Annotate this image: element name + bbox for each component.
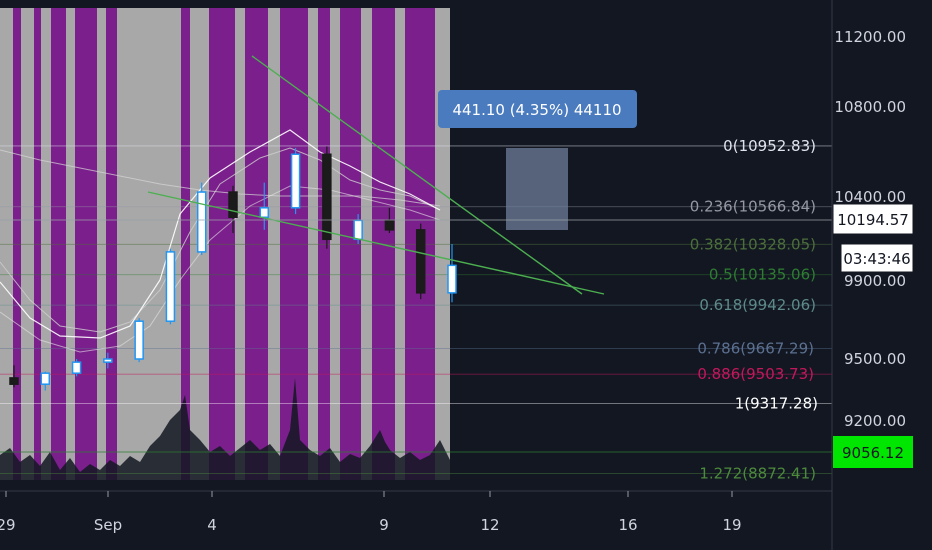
candle-body-2 (71, 361, 82, 374)
candle-body-13 (415, 229, 426, 294)
candle-body-14 (447, 264, 457, 294)
x-tick-5: 16 (618, 516, 637, 534)
candle-body-5 (165, 251, 176, 322)
ma-line-lower (0, 185, 441, 353)
candle-body-0 (9, 377, 19, 385)
y-tick-0: 11200.00 (834, 28, 906, 46)
fib-lines: 0(10952.83) 0.236(10566.84) 0.382(10328.05… (0, 137, 832, 483)
support-price-tag-bg (833, 436, 913, 468)
candle-body-11 (353, 219, 363, 241)
candle-body-7 (228, 191, 238, 219)
fib-label-2: 0.382(10328.05) (690, 235, 816, 253)
candle-body-6 (196, 191, 207, 253)
fib-label-3: 0.5(10135.06) (709, 266, 816, 284)
y-tick-3: 9900.00 (844, 272, 906, 290)
x-tick-1: Sep (94, 516, 122, 534)
fib-label-6: 0.886(9503.73) (697, 365, 814, 383)
price-axis[interactable]: 11200.00 10800.00 10400.00 9900.00 9500.00 92… (834, 28, 906, 430)
fib-label-5: 0.786(9667.29) (697, 339, 814, 357)
y-tick-4: 9500.00 (844, 350, 906, 368)
x-tick-6: 19 (722, 516, 741, 534)
measure-label[interactable]: 441.10 (4.35%) 44110 (438, 90, 637, 128)
lower-trendline[interactable] (147, 191, 605, 295)
candle-body-9 (290, 153, 301, 209)
countdown-tag-bg (840, 243, 914, 273)
x-tick-3: 9 (379, 516, 389, 534)
ma-line-mid (0, 147, 441, 333)
trendlines (147, 55, 605, 295)
x-tick-0: 29 (0, 516, 16, 534)
current-price-tag: 10194.57 (832, 203, 914, 235)
candle-body-1 (40, 372, 51, 385)
y-tick-2: 10400.00 (834, 188, 906, 206)
upper-trendline[interactable] (251, 55, 583, 295)
ma-line-fast (0, 129, 441, 339)
current-price-tag-text: 10194.57 (837, 211, 909, 229)
countdown-tag-text: 03:43:46 (843, 250, 910, 268)
measure-box[interactable] (506, 148, 568, 230)
fib-label-7: 1(9317.28) (735, 395, 818, 413)
x-tick-4: 12 (480, 516, 499, 534)
candle-body-10 (322, 153, 332, 241)
measure-label-bg (438, 90, 637, 128)
candle-body-12 (384, 219, 395, 231)
candle-body-8 (259, 207, 270, 219)
candle-body-3 (103, 358, 113, 363)
fib-label-0: 0(10952.83) (723, 137, 816, 155)
measure-label-text: 441.10 (4.35%) 44110 (452, 101, 621, 119)
fib-label-4: 0.618(9942.06) (699, 296, 816, 314)
support-price-tag: 9056.12 (833, 436, 913, 468)
current-price-tag-bg (832, 203, 914, 235)
fib-label-1: 0.236(10566.84) (690, 198, 816, 216)
candle-body-4 (134, 320, 144, 360)
volume-area (0, 378, 450, 480)
support-price-tag-text: 9056.12 (842, 444, 904, 462)
y-tick-5: 9200.00 (844, 412, 906, 430)
ma-line-slow (0, 149, 441, 207)
x-tick-2: 4 (207, 516, 217, 534)
moving-averages (0, 129, 441, 353)
countdown-tag: 03:43:46 (840, 243, 914, 273)
y-tick-1: 10800.00 (834, 98, 906, 116)
time-axis[interactable]: 29 Sep 4 9 12 16 19 (0, 491, 742, 534)
fib-label-8: 1.272(8872.41) (699, 465, 816, 483)
